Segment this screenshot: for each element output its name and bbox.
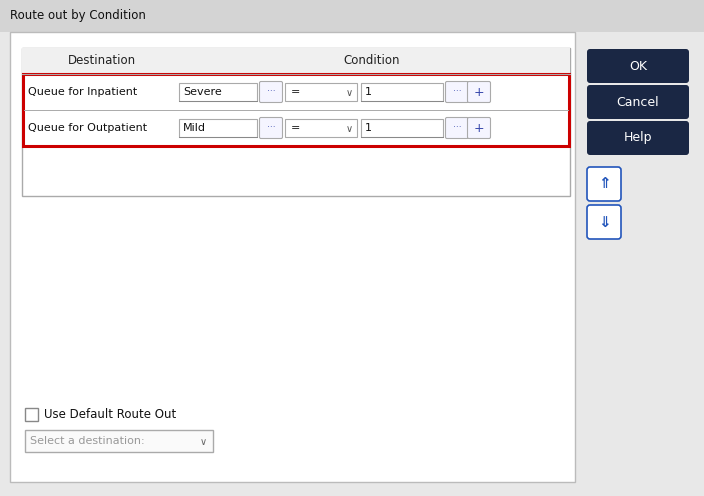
Text: ∨: ∨ <box>346 88 353 98</box>
FancyBboxPatch shape <box>361 119 443 137</box>
Text: ∨: ∨ <box>199 437 206 447</box>
FancyBboxPatch shape <box>467 118 491 138</box>
FancyBboxPatch shape <box>260 81 282 103</box>
Text: Queue for Outpatient: Queue for Outpatient <box>28 123 147 133</box>
Text: ∨: ∨ <box>346 124 353 134</box>
FancyBboxPatch shape <box>285 83 357 101</box>
Text: ⇑: ⇑ <box>598 177 610 191</box>
Text: Cancel: Cancel <box>617 96 660 109</box>
FancyBboxPatch shape <box>285 119 357 137</box>
Text: Severe: Severe <box>183 87 222 97</box>
FancyBboxPatch shape <box>467 81 491 103</box>
Text: ···: ··· <box>267 124 275 132</box>
FancyBboxPatch shape <box>587 121 689 155</box>
Text: Use Default Route Out: Use Default Route Out <box>44 408 176 421</box>
Text: ···: ··· <box>453 124 461 132</box>
Text: +: + <box>474 122 484 134</box>
FancyBboxPatch shape <box>179 119 257 137</box>
FancyBboxPatch shape <box>446 118 468 138</box>
FancyBboxPatch shape <box>446 81 468 103</box>
Text: Destination: Destination <box>68 55 136 67</box>
Text: Queue for Inpatient: Queue for Inpatient <box>28 87 137 97</box>
Text: OK: OK <box>629 60 647 72</box>
Text: Help: Help <box>624 131 652 144</box>
FancyBboxPatch shape <box>361 83 443 101</box>
Text: Route out by Condition: Route out by Condition <box>10 9 146 22</box>
Text: +: + <box>474 85 484 99</box>
FancyBboxPatch shape <box>587 167 621 201</box>
FancyBboxPatch shape <box>25 430 213 452</box>
FancyBboxPatch shape <box>10 32 575 482</box>
FancyBboxPatch shape <box>587 205 621 239</box>
Text: ···: ··· <box>453 87 461 97</box>
FancyBboxPatch shape <box>22 48 570 196</box>
Text: Mild: Mild <box>183 123 206 133</box>
FancyBboxPatch shape <box>179 83 257 101</box>
FancyBboxPatch shape <box>260 118 282 138</box>
Text: =: = <box>291 123 301 133</box>
FancyBboxPatch shape <box>25 408 38 421</box>
Text: ⇓: ⇓ <box>598 214 610 230</box>
FancyBboxPatch shape <box>23 74 569 146</box>
Text: ···: ··· <box>267 87 275 97</box>
FancyBboxPatch shape <box>0 0 704 32</box>
FancyBboxPatch shape <box>22 48 570 74</box>
FancyBboxPatch shape <box>587 49 689 83</box>
Text: =: = <box>291 87 301 97</box>
Text: 1: 1 <box>365 123 372 133</box>
Text: Select a destination:: Select a destination: <box>30 436 144 446</box>
FancyBboxPatch shape <box>587 85 689 119</box>
Text: Condition: Condition <box>344 55 401 67</box>
Text: 1: 1 <box>365 87 372 97</box>
